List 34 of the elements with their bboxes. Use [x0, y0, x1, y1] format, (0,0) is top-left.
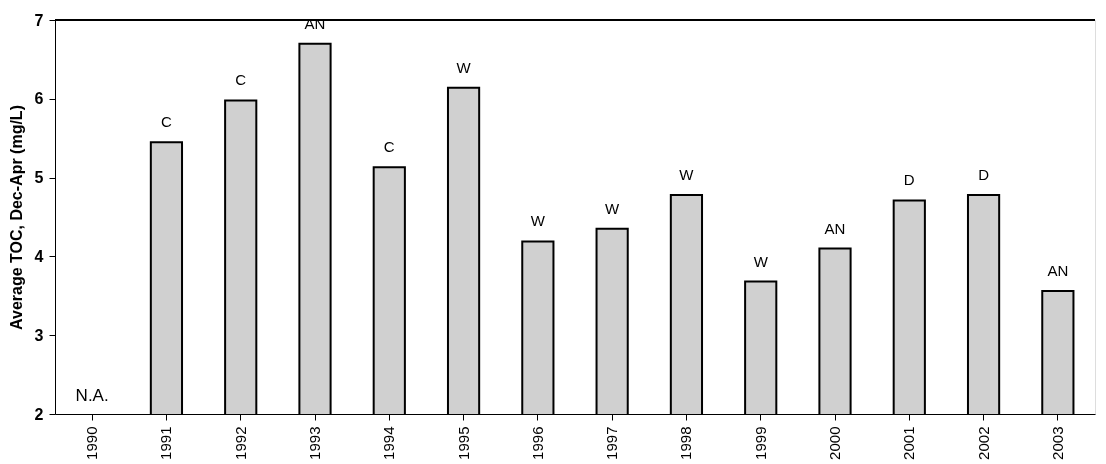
annotation: C — [383, 138, 395, 156]
annotation: C — [235, 71, 247, 89]
x-tick-label: 1995 — [454, 426, 472, 460]
annotation: C — [161, 113, 173, 131]
annotation: W — [605, 199, 621, 217]
x-tick-label: 1999 — [751, 426, 769, 460]
annotation: N.A. — [75, 386, 109, 405]
annotation: AN — [824, 219, 846, 237]
x-tick-label: 1993 — [306, 426, 323, 460]
x-tick-label: 2002 — [974, 426, 992, 460]
annotation: D — [903, 171, 915, 189]
x-tick-label: 2000 — [826, 426, 843, 460]
y-tick-label: 4 — [34, 247, 44, 265]
y-tick-label: 2 — [34, 405, 44, 423]
x-tick-label: 1991 — [157, 426, 175, 460]
x-tick-label: 2003 — [1048, 426, 1066, 460]
x-tick-label: 1998 — [677, 426, 695, 460]
x-tick-label: 1994 — [380, 426, 398, 460]
y-tick-label: 5 — [34, 169, 44, 187]
y-axis-title: Average TOC, Dec-Apr (mg/L) — [7, 105, 25, 330]
x-tick-label: 2001 — [900, 426, 918, 460]
x-tick-label: 1990 — [83, 426, 101, 460]
annotation: W — [530, 212, 546, 230]
annotation: W — [456, 58, 472, 76]
annotation: D — [978, 165, 990, 183]
x-tick-label: 1997 — [603, 426, 621, 460]
x-tick-label: 1992 — [231, 426, 249, 460]
y-tick-label: 3 — [34, 326, 44, 344]
annotation: AN — [1047, 262, 1069, 280]
y-tick-label: 6 — [34, 90, 44, 108]
annotation: W — [679, 165, 695, 183]
annotation: W — [753, 252, 769, 270]
x-tick-label: 1996 — [528, 426, 546, 460]
y-tick-label: 7 — [34, 11, 44, 29]
